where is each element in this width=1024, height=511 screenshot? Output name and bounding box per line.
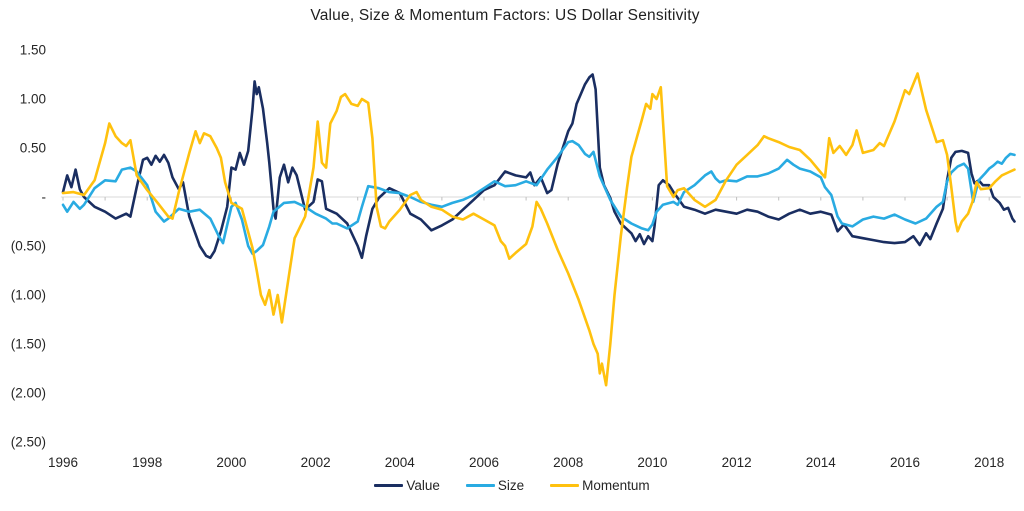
x-axis-label: 2002 — [301, 455, 331, 470]
x-axis-label: 1998 — [132, 455, 162, 470]
x-axis-label: 2016 — [890, 455, 920, 470]
y-axis-label: (0.50) — [11, 239, 46, 254]
legend-item-size: Size — [465, 478, 525, 493]
y-axis-label: 0.50 — [20, 141, 46, 156]
series-line-value — [61, 73, 1016, 260]
legend-label-size: Size — [497, 478, 525, 493]
legend-swatch-size — [465, 484, 495, 487]
y-axis-label: (1.50) — [11, 337, 46, 352]
series-line-size — [61, 139, 1016, 256]
x-axis-label: 2006 — [469, 455, 499, 470]
legend: Value Size Momentum — [0, 478, 1024, 493]
x-axis-label: 2012 — [722, 455, 752, 470]
y-axis-label: (1.00) — [11, 288, 46, 303]
x-axis-label: 2018 — [974, 455, 1004, 470]
legend-label-momentum: Momentum — [582, 478, 650, 493]
x-axis-label: 2000 — [216, 455, 246, 470]
y-axis-label: 1.00 — [20, 92, 46, 107]
legend-swatch-value — [374, 484, 404, 487]
legend-swatch-momentum — [550, 484, 580, 487]
x-axis-label: 2010 — [637, 455, 667, 470]
y-axis-label: (2.50) — [11, 435, 46, 450]
chart-title: Value, Size & Momentum Factors: US Dolla… — [310, 7, 700, 24]
x-axis-label: 2014 — [806, 455, 837, 470]
x-axis-label: 1996 — [48, 455, 78, 470]
y-axis-label: 1.50 — [20, 43, 46, 58]
series-line-momentum — [61, 72, 1016, 387]
legend-item-value: Value — [374, 478, 440, 493]
legend-item-momentum: Momentum — [550, 478, 650, 493]
legend-label-value: Value — [406, 478, 440, 493]
y-axis-label: (2.00) — [11, 386, 46, 401]
x-axis-label: 2008 — [553, 455, 583, 470]
x-axis-label: 2004 — [385, 455, 416, 470]
y-axis-label: - — [42, 190, 47, 205]
